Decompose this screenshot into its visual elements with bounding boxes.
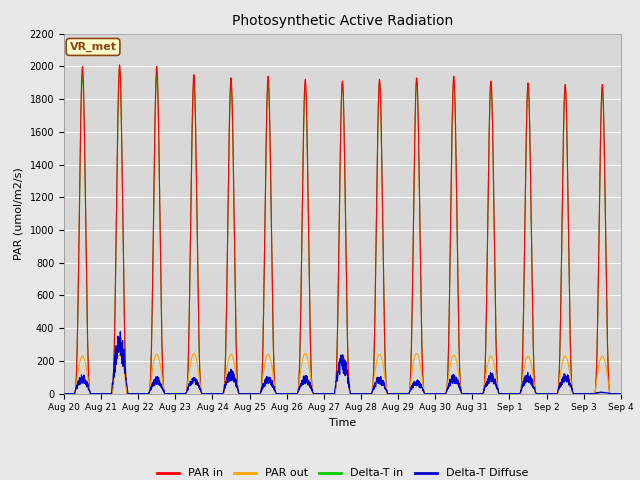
PAR out bbox=[298, 361, 306, 367]
Delta-T in bbox=[157, 273, 164, 279]
Delta-T Diffuse bbox=[124, 390, 132, 396]
PAR out bbox=[617, 391, 625, 396]
Delta-T Diffuse bbox=[60, 391, 68, 396]
Delta-T Diffuse bbox=[116, 329, 124, 335]
PAR out bbox=[124, 391, 131, 396]
Delta-T Diffuse bbox=[274, 391, 282, 396]
PAR in bbox=[116, 62, 124, 68]
Line: PAR in: PAR in bbox=[64, 65, 621, 394]
PAR in bbox=[60, 391, 68, 396]
Line: Delta-T in: Delta-T in bbox=[64, 70, 621, 394]
PAR in bbox=[157, 270, 164, 276]
Delta-T Diffuse bbox=[157, 384, 164, 389]
PAR in bbox=[124, 391, 132, 396]
X-axis label: Time: Time bbox=[329, 418, 356, 428]
Line: Delta-T Diffuse: Delta-T Diffuse bbox=[64, 332, 621, 394]
Delta-T in bbox=[124, 391, 132, 396]
Text: VR_met: VR_met bbox=[70, 42, 116, 52]
Delta-T in bbox=[617, 391, 625, 396]
Delta-T in bbox=[298, 240, 306, 246]
PAR out bbox=[190, 350, 198, 356]
PAR out bbox=[546, 391, 554, 396]
PAR out bbox=[157, 364, 164, 370]
Delta-T Diffuse bbox=[546, 391, 554, 396]
Delta-T Diffuse bbox=[298, 377, 306, 383]
Line: PAR out: PAR out bbox=[64, 353, 621, 394]
PAR in bbox=[274, 391, 282, 396]
Y-axis label: PAR (umol/m2/s): PAR (umol/m2/s) bbox=[14, 167, 24, 260]
Delta-T in bbox=[60, 391, 68, 396]
Delta-T in bbox=[606, 391, 614, 396]
Delta-T in bbox=[274, 391, 282, 396]
PAR in bbox=[606, 391, 614, 396]
Title: Photosynthetic Active Radiation: Photosynthetic Active Radiation bbox=[232, 14, 453, 28]
PAR out bbox=[606, 391, 614, 396]
Delta-T Diffuse bbox=[606, 391, 614, 396]
PAR out bbox=[60, 391, 68, 396]
PAR out bbox=[274, 391, 282, 396]
Delta-T in bbox=[116, 67, 124, 72]
PAR in bbox=[546, 391, 554, 396]
PAR in bbox=[617, 391, 625, 396]
PAR in bbox=[298, 237, 306, 243]
Legend: PAR in, PAR out, Delta-T in, Delta-T Diffuse: PAR in, PAR out, Delta-T in, Delta-T Dif… bbox=[152, 464, 532, 480]
Delta-T Diffuse bbox=[617, 391, 625, 396]
Delta-T in bbox=[546, 391, 554, 396]
